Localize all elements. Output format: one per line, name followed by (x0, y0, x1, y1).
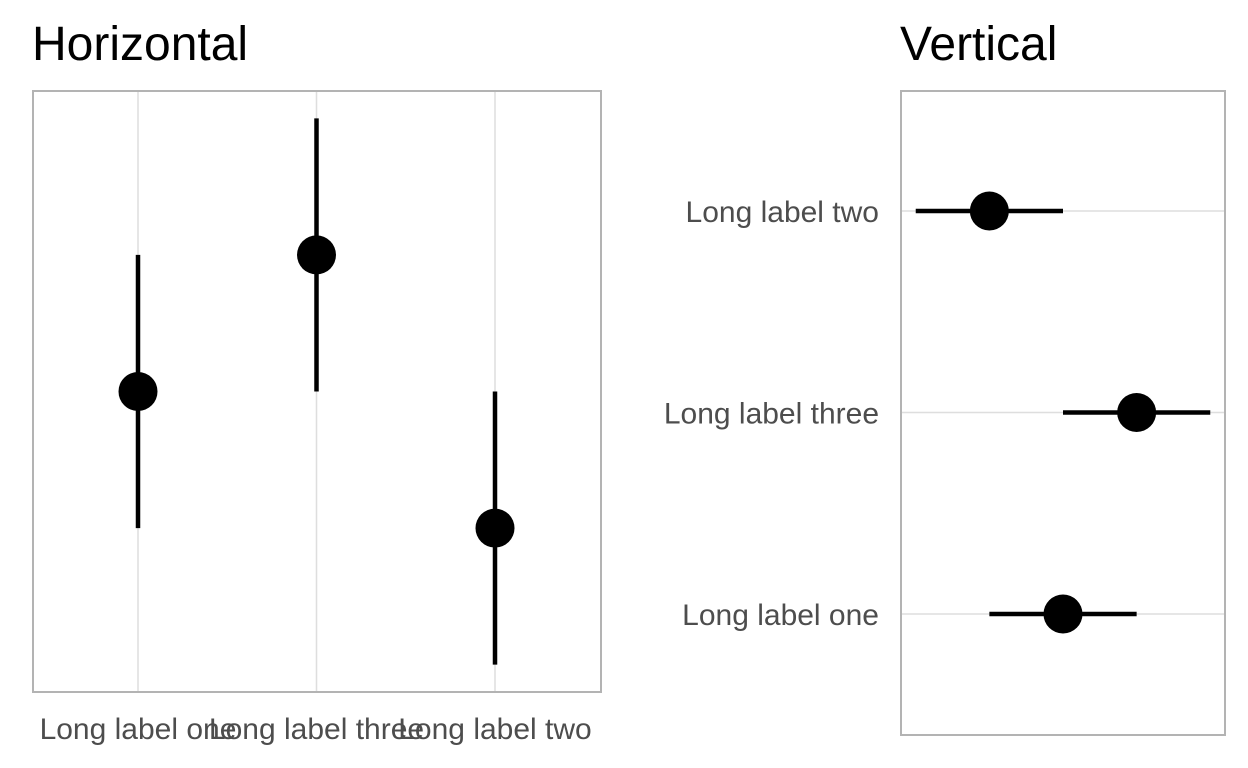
horizontal-tick-label-long-label-three: Long label three (209, 713, 424, 746)
vertical-panel-border (900, 90, 1226, 736)
vertical-point-long-label-three (1117, 393, 1157, 432)
vertical-tick-label-long-label-one: Long label one (682, 599, 879, 632)
vertical-point-long-label-one (1043, 594, 1083, 634)
vertical-panel-title: Vertical (900, 18, 1057, 71)
horizontal-point-long-label-three (297, 235, 336, 275)
vertical-marks (915, 191, 1211, 634)
horizontal-panel-border (32, 90, 602, 693)
vertical-y-ticks: Long label one Long label three Long label… (664, 196, 879, 632)
horizontal-tick-label-long-label-one: Long label one (40, 713, 237, 746)
vertical-point-long-label-two (969, 191, 1009, 231)
horizontal-panel-title: Horizontal (32, 18, 248, 71)
horizontal-marks (118, 118, 515, 665)
horizontal-tick-label-long-label-two: Long label two (398, 713, 591, 746)
horizontal-point-long-label-one (118, 372, 158, 411)
vertical-tick-label-long-label-two: Long label two (686, 196, 879, 229)
vertical-tick-label-long-label-three: Long label three (664, 398, 879, 431)
horizontal-point-long-label-two (475, 508, 515, 548)
